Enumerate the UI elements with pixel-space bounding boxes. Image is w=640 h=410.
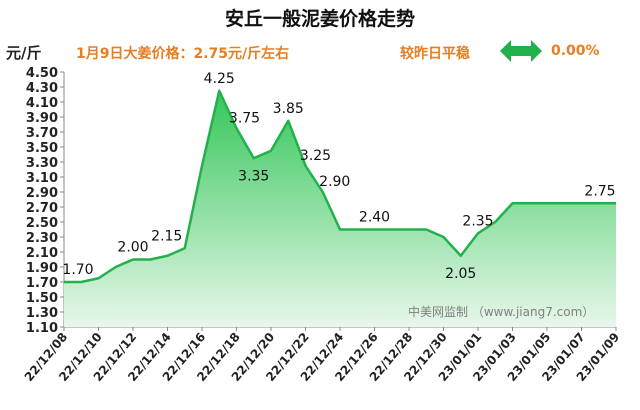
data-label: 3.35 [238,168,269,184]
y-tick-label: 2.30 [26,231,58,246]
data-label: 2.05 [445,266,476,282]
y-tick-label: 3.10 [26,171,58,186]
data-label: 4.25 [204,71,235,87]
y-tick-label: 1.70 [26,276,58,291]
y-tick-label: 3.30 [26,156,58,171]
data-label: 2.35 [462,213,493,229]
y-tick-label: 3.50 [26,141,58,156]
y-tick-label: 3.70 [26,126,58,141]
y-tick-label: 2.90 [26,186,58,201]
watermark: 中美网监制 （www.jiang7.com） [408,305,595,319]
y-tick-label: 1.50 [26,291,58,306]
y-tick-label: 2.50 [26,216,58,231]
data-label: 3.75 [229,110,260,126]
data-label: 2.40 [359,210,390,226]
double-arrow-icon [500,40,542,62]
compare-label: 较昨日平稳 [400,46,470,62]
data-label: 2.15 [151,228,182,244]
data-label: 1.70 [62,262,93,278]
y-tick-label: 1.10 [26,321,58,336]
data-label: 2.90 [319,174,350,190]
price-area [64,90,616,327]
data-label: 3.25 [300,148,331,164]
change-value: 0.00% [551,43,600,59]
page-title: 安丘一般泥姜价格走势 [224,8,415,30]
y-tick-label: 3.90 [26,111,58,126]
data-label: 2.00 [117,240,148,256]
price-info: 1月9日大姜价格：2.75元/斤左右 [76,46,290,62]
unit-label: 元/斤 [6,44,42,62]
y-tick-label: 4.10 [26,96,58,111]
y-tick-label: 1.90 [26,261,58,276]
y-tick-label: 2.10 [26,246,58,261]
data-label: 2.75 [584,183,615,199]
y-tick-label: 4.50 [26,66,58,81]
y-tick-label: 2.70 [26,201,58,216]
y-tick-label: 1.30 [26,306,58,321]
data-label: 3.85 [273,101,304,117]
price-line [64,89,616,284]
y-tick-label: 4.30 [26,81,58,96]
